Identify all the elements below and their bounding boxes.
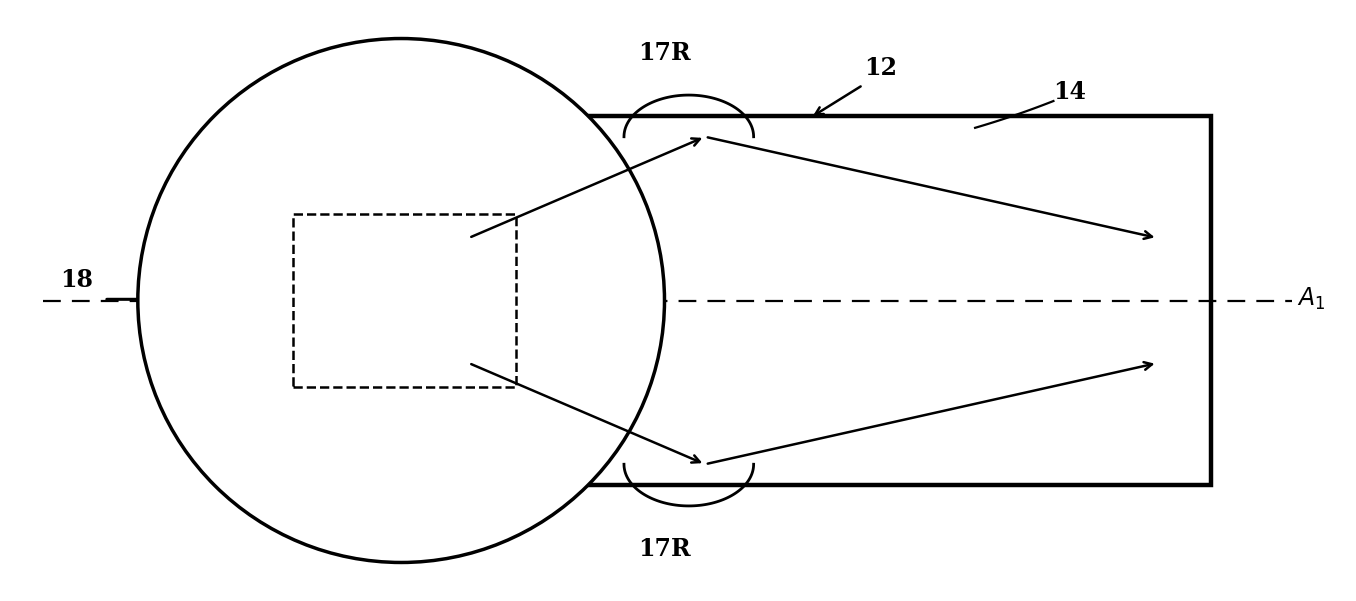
Bar <box>293 214 515 387</box>
Text: 18: 18 <box>61 267 94 291</box>
Text: 17R: 17R <box>639 41 690 66</box>
Text: 14: 14 <box>1054 80 1086 104</box>
Text: 16: 16 <box>209 119 243 143</box>
Ellipse shape <box>138 38 664 563</box>
Bar <box>401 116 1211 485</box>
Text: $A_1$: $A_1$ <box>1296 285 1325 312</box>
Text: 20: 20 <box>209 458 243 482</box>
Text: 12: 12 <box>864 56 898 81</box>
Text: 17R: 17R <box>639 537 690 561</box>
